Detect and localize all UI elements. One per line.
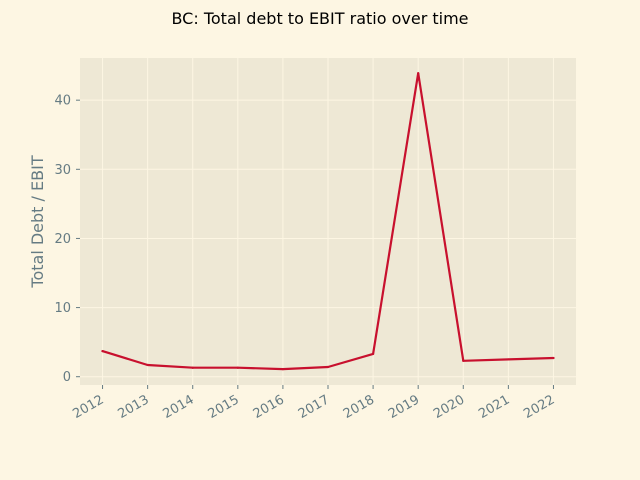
x-tick-label: 2012	[70, 392, 106, 422]
x-tick-label: 2016	[251, 392, 287, 422]
chart-title: BC: Total debt to EBIT ratio over time	[171, 9, 468, 28]
y-tick-label: 0	[63, 370, 71, 385]
y-tick-label: 30	[54, 163, 71, 178]
data-point	[462, 359, 465, 362]
data-point	[417, 72, 420, 75]
x-tick-label: 2017	[296, 392, 332, 422]
x-tick-label: 2015	[206, 392, 242, 422]
data-point	[326, 365, 330, 369]
data-point	[236, 366, 239, 369]
y-axis-label: Total Debt / EBIT	[28, 155, 47, 288]
x-tick-label: 2014	[161, 392, 197, 422]
y-tick-label: 10	[54, 301, 71, 316]
x-tick-label: 2018	[341, 392, 377, 422]
y-tick-label: 20	[54, 232, 71, 247]
data-point	[281, 367, 285, 371]
data-point	[507, 358, 510, 361]
data-point	[371, 352, 375, 355]
x-tick-label: 2021	[476, 392, 512, 422]
y-tick-label: 40	[54, 94, 71, 109]
grid-lines	[80, 58, 576, 385]
x-tick-label: 2022	[521, 392, 557, 422]
data-point	[101, 350, 104, 353]
x-tick-label: 2020	[431, 392, 467, 422]
series-layer	[101, 72, 555, 371]
data-point	[552, 356, 555, 360]
x-tick-label: 2019	[386, 392, 422, 422]
data-point	[146, 363, 149, 367]
x-tick-label: 2013	[115, 392, 151, 422]
data-point	[191, 366, 194, 369]
